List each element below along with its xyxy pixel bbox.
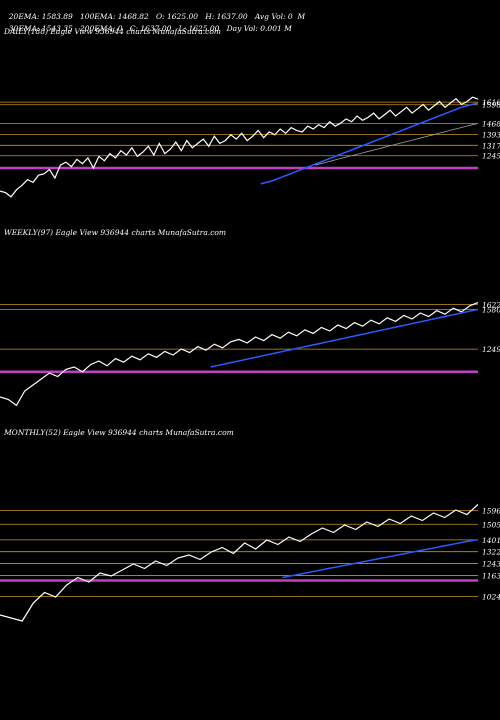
level-label: 1317 — [482, 141, 500, 150]
ema-line — [210, 308, 479, 368]
price-line — [0, 302, 479, 407]
avg-vol-readout: Avg Vol: 0 M — [254, 12, 306, 21]
level-label: 1616 — [482, 98, 500, 107]
ema-line — [314, 123, 479, 166]
level-label: 1243 — [482, 560, 500, 569]
level-label: 1163 — [482, 572, 500, 581]
level-label: 1393 — [482, 130, 500, 139]
level-label: 1249 — [482, 345, 500, 354]
header-row-2: 30EMA: 1543.35 200EMA: 0 C: 1637.00 L: 1… — [4, 15, 292, 33]
level-label: 1245 — [482, 152, 500, 161]
ema30-readout: 30EMA: 1543.35 — [8, 24, 73, 33]
level-label: 1401 — [482, 536, 500, 545]
ema200-readout: 200EMA: 0 — [79, 24, 123, 33]
level-label: 1598 — [482, 101, 500, 110]
daily-chart-title: DAILY(188) Eagle View 936944 charts Muna… — [4, 27, 221, 36]
level-label: 1468 — [482, 120, 500, 129]
level-label: 1322 — [482, 548, 500, 557]
ema-line — [282, 539, 479, 579]
day-vol-readout: Day Vol: 0.001 M — [226, 24, 292, 33]
level-label: 1622 — [482, 300, 500, 309]
level-label: 1580 — [482, 305, 500, 314]
level-label: 1505 — [482, 520, 500, 529]
monthly-chart: 1596 1505 1401 1322 1243 1163 1024 — [0, 504, 500, 622]
close-readout: C: 1637.00 — [129, 24, 172, 33]
weekly-chart-title: WEEKLY(97) Eagle View 936944 charts Muna… — [4, 228, 227, 237]
open-readout: O: 1625.00 — [155, 12, 199, 21]
price-line — [0, 504, 479, 622]
ema-line — [260, 102, 479, 185]
level-label: 1596 — [482, 507, 500, 516]
ema100-readout: 100EMA: 1468.82 — [79, 12, 149, 21]
level-label: 1024 — [482, 592, 500, 601]
low-readout: L: 1625.00 — [178, 24, 220, 33]
price-line — [0, 96, 479, 198]
header-row-1: 20EMA: 1583.89 100EMA: 1468.82 O: 1625.0… — [4, 3, 305, 21]
monthly-chart-title: MONTHLY(52) Eagle View 936944 charts Mun… — [4, 428, 234, 437]
ema20-readout: 20EMA: 1583.89 — [8, 12, 73, 21]
high-readout: H: 1637.00 — [205, 12, 248, 21]
